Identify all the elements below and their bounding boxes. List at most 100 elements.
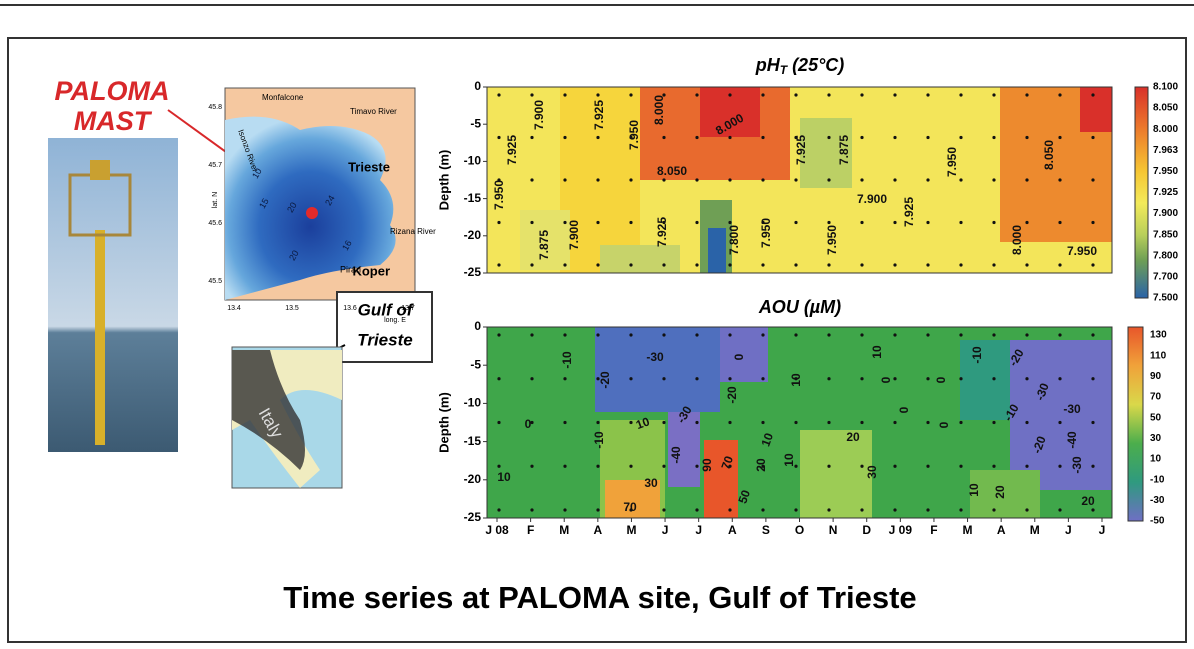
callout-text: Trieste: [357, 330, 412, 349]
x-tick-label: M: [963, 523, 973, 537]
lat-tick: 45.6: [208, 220, 222, 227]
sample-dot: [992, 136, 995, 139]
sample-dot: [596, 333, 599, 336]
sample-dot: [926, 508, 929, 511]
x-tick-label: J: [1065, 523, 1072, 537]
sample-dot: [992, 263, 995, 266]
figure: PALOMA MAST Gulf of Trieste Italy: [0, 0, 1194, 649]
sample-dot: [1091, 136, 1094, 139]
sample-dot: [530, 333, 533, 336]
contour-label: 8.000: [1010, 225, 1024, 255]
sample-dot: [1025, 178, 1028, 181]
ph-field: [1080, 87, 1112, 132]
sample-dot: [695, 465, 698, 468]
sample-dot: [629, 377, 632, 380]
sample-dot: [728, 136, 731, 139]
sample-dot: [530, 465, 533, 468]
lat-tick: 45.7: [208, 162, 222, 169]
ph-field: [708, 228, 726, 273]
sample-dot: [794, 421, 797, 424]
sample-dot: [629, 93, 632, 96]
sample-dot: [860, 421, 863, 424]
sample-dot: [893, 263, 896, 266]
sample-dot: [761, 421, 764, 424]
x-tick-label: D: [862, 523, 871, 537]
contour-label: 8.050: [1042, 140, 1056, 170]
sample-dot: [959, 508, 962, 511]
sample-dot: [893, 221, 896, 224]
y-axis-label: Depth (m): [436, 150, 451, 211]
x-tick-label: A: [728, 523, 737, 537]
sample-dot: [1025, 263, 1028, 266]
sample-dot: [728, 93, 731, 96]
sample-dot: [1058, 263, 1061, 266]
x-tick-label: A: [593, 523, 602, 537]
sample-dot: [662, 178, 665, 181]
sample-dot: [827, 508, 830, 511]
colorbar-tick-label: 50: [1150, 412, 1162, 423]
contour-label: 20: [846, 430, 860, 444]
colorbar-tick-label: 8.050: [1153, 103, 1178, 114]
colorbar-tick-label: 110: [1150, 350, 1167, 361]
sample-dot: [827, 465, 830, 468]
contour-label: 7.950: [492, 180, 506, 210]
sample-dot: [827, 136, 830, 139]
contour-label: 7.800: [727, 225, 741, 255]
sample-dot: [530, 221, 533, 224]
sample-dot: [926, 178, 929, 181]
map-place: Monfalcone: [262, 93, 304, 102]
sample-dot: [728, 263, 731, 266]
x-tick-label: J 08: [485, 523, 509, 537]
sample-dot: [926, 93, 929, 96]
sample-dot: [1058, 421, 1061, 424]
sample-dot: [728, 221, 731, 224]
sample-dot: [695, 136, 698, 139]
sample-dot: [860, 93, 863, 96]
contour-label: -30: [1063, 402, 1081, 416]
caption: Time series at PALOMA site, Gulf of Trie…: [283, 580, 916, 615]
contour-label: 0: [525, 417, 532, 431]
mast-location: [306, 207, 318, 219]
sample-dot: [761, 136, 764, 139]
sample-dot: [992, 333, 995, 336]
sample-dot: [596, 221, 599, 224]
sample-dot: [1091, 221, 1094, 224]
contour-label: 0: [934, 376, 948, 383]
sample-dot: [893, 508, 896, 511]
sample-dot: [926, 136, 929, 139]
x-tick-label: F: [527, 523, 534, 537]
x-tick-label: N: [829, 523, 838, 537]
sample-dot: [662, 377, 665, 380]
colorbar-tick-label: 8.100: [1153, 82, 1178, 93]
sample-dot: [662, 136, 665, 139]
sample-dot: [1058, 178, 1061, 181]
contour-label: 7.875: [837, 135, 851, 165]
sample-dot: [926, 263, 929, 266]
sample-dot: [1091, 93, 1094, 96]
contour-label: 7.925: [902, 197, 916, 227]
contour-label: 90: [700, 458, 714, 472]
sample-dot: [827, 178, 830, 181]
sample-dot: [1058, 377, 1061, 380]
x-tick-label: M: [1030, 523, 1040, 537]
y-tick-label: -25: [464, 510, 482, 524]
sample-dot: [893, 421, 896, 424]
contour-label: 7.950: [1067, 244, 1097, 258]
sample-dot: [959, 221, 962, 224]
sample-dot: [794, 333, 797, 336]
y-tick-label: -10: [464, 396, 482, 410]
contour-label: 0: [879, 376, 893, 383]
sample-dot: [695, 93, 698, 96]
contour-label: -30: [1070, 456, 1084, 474]
sample-dot: [860, 377, 863, 380]
sample-dot: [1091, 465, 1094, 468]
contour-label: -40: [1065, 431, 1079, 449]
map-place: Koper: [352, 263, 390, 278]
y-tick-label: -15: [464, 191, 482, 205]
contour-label: 7.950: [759, 218, 773, 248]
sample-dot: [530, 263, 533, 266]
sample-dot: [794, 508, 797, 511]
sample-dot: [530, 508, 533, 511]
map-place: Trieste: [348, 159, 390, 174]
sample-dot: [1025, 508, 1028, 511]
